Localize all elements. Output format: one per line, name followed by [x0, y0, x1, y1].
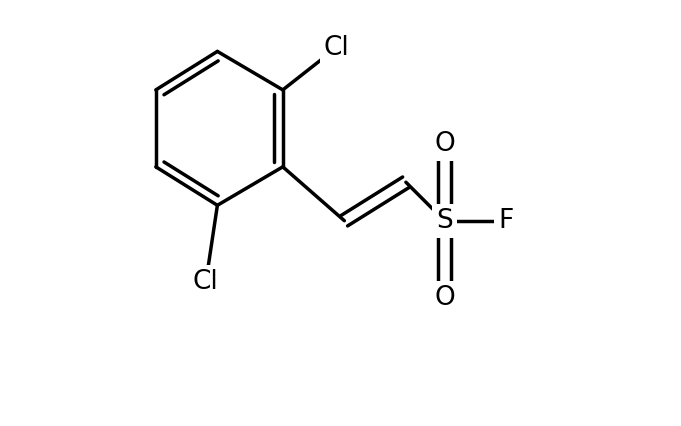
Text: Cl: Cl — [323, 35, 349, 60]
Text: S: S — [436, 208, 453, 234]
Text: Cl: Cl — [193, 269, 219, 295]
Text: O: O — [434, 285, 455, 311]
Text: F: F — [498, 208, 513, 234]
Text: O: O — [434, 131, 455, 157]
